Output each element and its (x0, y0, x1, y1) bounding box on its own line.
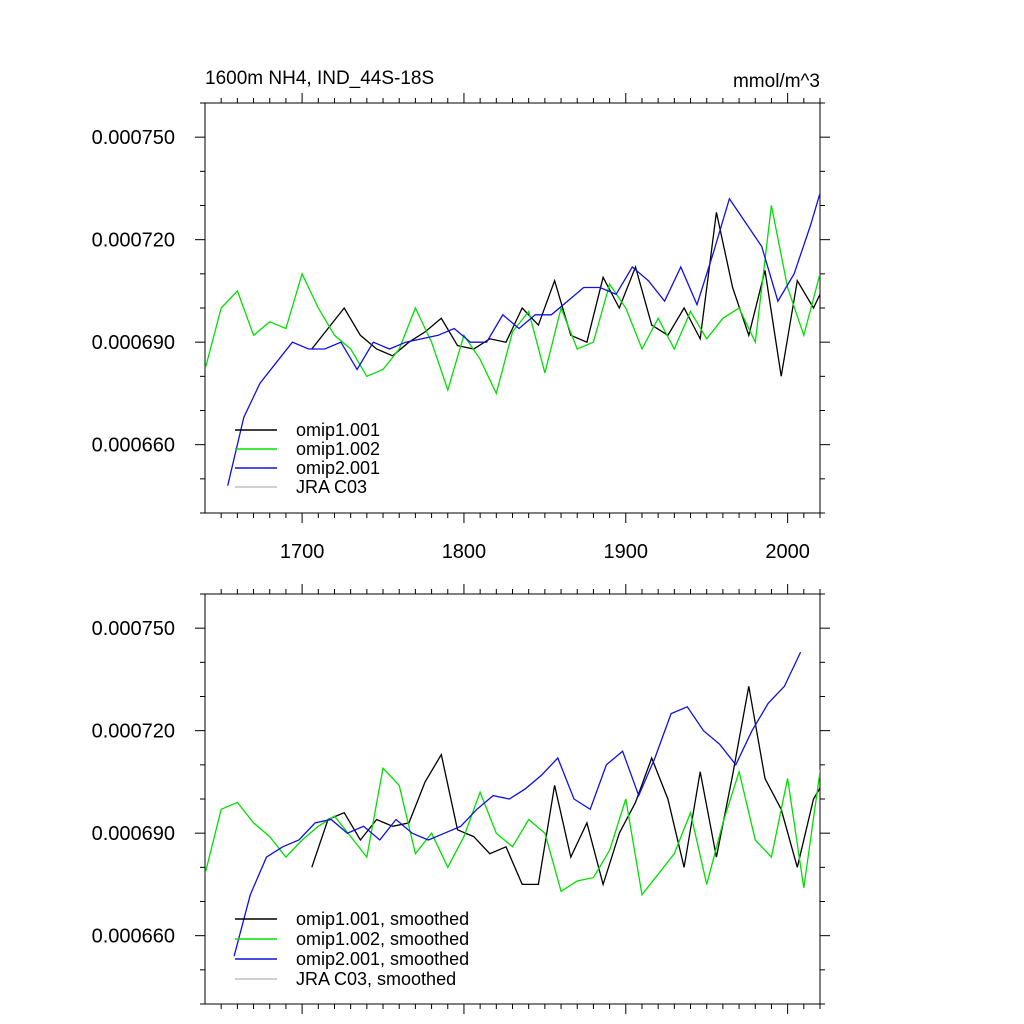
legend-label: JRA C03, smoothed (296, 969, 456, 989)
y-axis-bottom: 0.000660 0.000690 0.000720 0.000750 (92, 593, 830, 1005)
y-tick-label: 0.000690 (92, 332, 175, 354)
x-axis-bottom (220, 584, 821, 1014)
x-tick-label: 1700 (280, 541, 325, 563)
legend-label: omip1.002 (296, 439, 380, 459)
y-tick-label: 0.000660 (92, 435, 175, 457)
chart-panel-top: 1600m NH4, IND_44S-18S mmol/m^3 1700 1800… (92, 68, 830, 563)
x-tick-label: 2000 (765, 541, 810, 563)
x-axis-top: 1700 1800 1900 2000 (220, 93, 821, 563)
series-line (311, 686, 820, 887)
series-line (311, 212, 820, 377)
series-group-top (205, 190, 820, 486)
y-tick-label: 0.000750 (92, 127, 175, 149)
legend-label: omip1.001 (296, 420, 380, 440)
series-line (233, 651, 802, 957)
chart-title: 1600m NH4, IND_44S-18S (205, 68, 434, 89)
y-tick-label: 0.000720 (92, 721, 175, 743)
x-tick-label: 1800 (442, 541, 487, 563)
y-tick-label: 0.000720 (92, 230, 175, 252)
series-line (205, 205, 820, 396)
x-tick-label: 1900 (604, 541, 649, 563)
chart-units: mmol/m^3 (733, 71, 820, 92)
y-tick-label: 0.000750 (92, 618, 175, 640)
y-axis-top: 0.000660 0.000690 0.000720 0.000750 (92, 102, 830, 514)
y-tick-label: 0.000690 (92, 823, 175, 845)
series-line (227, 190, 820, 486)
legend-label: omip1.001, smoothed (296, 909, 469, 929)
series-line (205, 766, 820, 897)
legend-label: omip2.001 (296, 458, 380, 478)
series-group-bottom (205, 651, 820, 957)
chart-panel-bottom: 0.000660 0.000690 0.000720 0.000750 omip1.0… (92, 584, 830, 1014)
legend-label: omip1.002, smoothed (296, 929, 469, 949)
y-tick-label: 0.000660 (92, 926, 175, 948)
legend-label: omip2.001, smoothed (296, 949, 469, 969)
legend-label: JRA C03 (296, 477, 367, 497)
